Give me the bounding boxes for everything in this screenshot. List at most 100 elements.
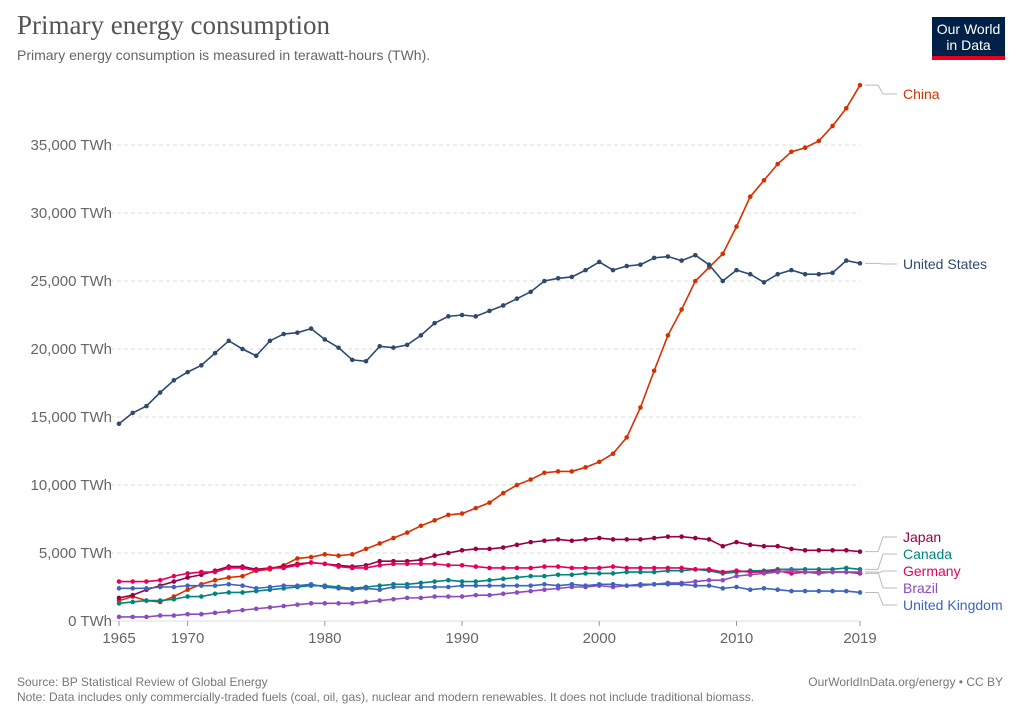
data-point-japan bbox=[418, 557, 424, 563]
data-point-germany bbox=[665, 565, 671, 571]
data-point-china bbox=[747, 194, 753, 199]
data-point-china bbox=[638, 405, 643, 410]
data-point-brazil bbox=[308, 601, 314, 606]
data-point-brazil bbox=[775, 569, 780, 575]
data-point-united-kingdom bbox=[542, 581, 547, 587]
data-point-united-states bbox=[226, 338, 232, 344]
data-point-canada bbox=[240, 590, 245, 595]
data-point-germany bbox=[253, 568, 259, 573]
data-point-china bbox=[295, 556, 300, 561]
data-point-china bbox=[651, 368, 657, 374]
data-point-united-states bbox=[253, 353, 259, 359]
series-label-china: China bbox=[903, 86, 940, 102]
x-tick-label: 2000 bbox=[583, 630, 616, 647]
data-point-brazil bbox=[336, 601, 341, 606]
series-line-china bbox=[118, 84, 861, 603]
data-point-canada bbox=[528, 573, 533, 579]
data-point-china bbox=[830, 123, 835, 129]
data-point-united-kingdom bbox=[583, 583, 588, 588]
label-connector-canada bbox=[865, 553, 897, 570]
data-point-united-kingdom bbox=[253, 586, 259, 591]
data-point-united-kingdom bbox=[116, 586, 122, 591]
x-tick-label: 1965 bbox=[102, 630, 135, 647]
data-point-united-kingdom bbox=[679, 581, 684, 587]
data-point-united-states bbox=[679, 258, 684, 263]
data-point-united-kingdom bbox=[789, 588, 794, 594]
data-point-united-kingdom bbox=[596, 581, 602, 587]
data-point-brazil bbox=[528, 588, 533, 594]
data-point-canada bbox=[212, 591, 218, 597]
data-point-united-states bbox=[775, 271, 780, 277]
data-point-canada bbox=[624, 569, 630, 575]
data-point-china bbox=[665, 333, 671, 338]
owid-logo[interactable]: Our World in Data bbox=[932, 17, 1005, 60]
data-point-brazil bbox=[185, 611, 190, 617]
data-point-brazil bbox=[377, 598, 383, 603]
data-point-japan bbox=[761, 543, 767, 549]
data-point-canada bbox=[157, 598, 163, 603]
data-point-china bbox=[693, 278, 698, 284]
data-point-united-kingdom bbox=[555, 583, 561, 588]
data-point-japan bbox=[706, 537, 712, 542]
data-point-china bbox=[775, 161, 780, 167]
data-point-brazil bbox=[500, 591, 506, 597]
data-point-united-kingdom bbox=[281, 583, 286, 588]
data-point-germany bbox=[432, 561, 437, 567]
data-point-japan bbox=[857, 549, 863, 554]
data-point-germany bbox=[157, 577, 163, 583]
data-point-united-states bbox=[651, 255, 657, 261]
data-point-japan bbox=[610, 537, 616, 542]
data-point-germany bbox=[624, 565, 630, 571]
data-point-united-kingdom bbox=[610, 581, 616, 587]
data-point-united-kingdom bbox=[199, 583, 204, 588]
note-text: Note: Data includes only commercially-tr… bbox=[17, 690, 755, 704]
data-point-germany bbox=[185, 571, 190, 576]
data-point-japan bbox=[802, 547, 808, 553]
data-point-canada bbox=[500, 576, 506, 582]
source-text: Source: BP Statistical Review of Global … bbox=[17, 675, 268, 689]
data-point-united-states bbox=[843, 258, 849, 263]
data-point-canada bbox=[446, 577, 451, 583]
credit-link[interactable]: OurWorldInData.org/energy • CC BY bbox=[808, 675, 1003, 689]
data-point-united-kingdom bbox=[720, 586, 726, 591]
data-point-united-states bbox=[500, 303, 506, 308]
y-tick-label: 15,000 TWh bbox=[31, 409, 112, 426]
data-point-united-kingdom bbox=[775, 587, 780, 593]
data-point-china bbox=[363, 546, 369, 552]
label-connector-china bbox=[865, 84, 897, 95]
data-point-united-kingdom bbox=[144, 586, 149, 591]
data-point-china bbox=[391, 535, 396, 541]
data-point-china bbox=[446, 512, 451, 518]
data-point-germany bbox=[322, 561, 328, 567]
data-point-united-states bbox=[830, 270, 835, 276]
data-point-germany bbox=[734, 568, 739, 573]
data-point-china bbox=[240, 573, 245, 579]
data-point-united-kingdom bbox=[212, 583, 218, 588]
data-point-china bbox=[185, 587, 190, 593]
data-point-united-kingdom bbox=[418, 584, 424, 590]
data-point-japan bbox=[830, 547, 835, 553]
data-point-united-states bbox=[816, 271, 822, 277]
data-point-germany bbox=[130, 579, 136, 584]
data-point-united-states bbox=[487, 308, 492, 314]
data-point-japan bbox=[446, 550, 451, 556]
data-point-united-kingdom bbox=[569, 581, 575, 587]
data-point-china bbox=[610, 451, 616, 457]
data-point-germany bbox=[336, 564, 341, 569]
data-point-united-states bbox=[322, 337, 328, 342]
data-point-brazil bbox=[514, 590, 520, 595]
line-chart: 0 TWh 5,000 TWh 10,000 TWh 15,000 TWh 20,000… bbox=[31, 82, 1003, 647]
data-point-germany bbox=[199, 569, 204, 575]
data-point-united-states bbox=[308, 326, 314, 331]
data-point-china bbox=[418, 523, 424, 529]
data-point-japan bbox=[638, 537, 643, 542]
data-point-japan bbox=[775, 543, 780, 549]
data-point-germany bbox=[500, 565, 506, 571]
data-point-china bbox=[377, 541, 383, 546]
data-point-germany bbox=[542, 564, 547, 569]
data-point-canada bbox=[171, 596, 177, 602]
data-point-canada bbox=[459, 579, 465, 584]
data-point-canada bbox=[651, 569, 657, 575]
data-point-united-kingdom bbox=[514, 583, 520, 588]
data-point-brazil bbox=[706, 577, 712, 583]
